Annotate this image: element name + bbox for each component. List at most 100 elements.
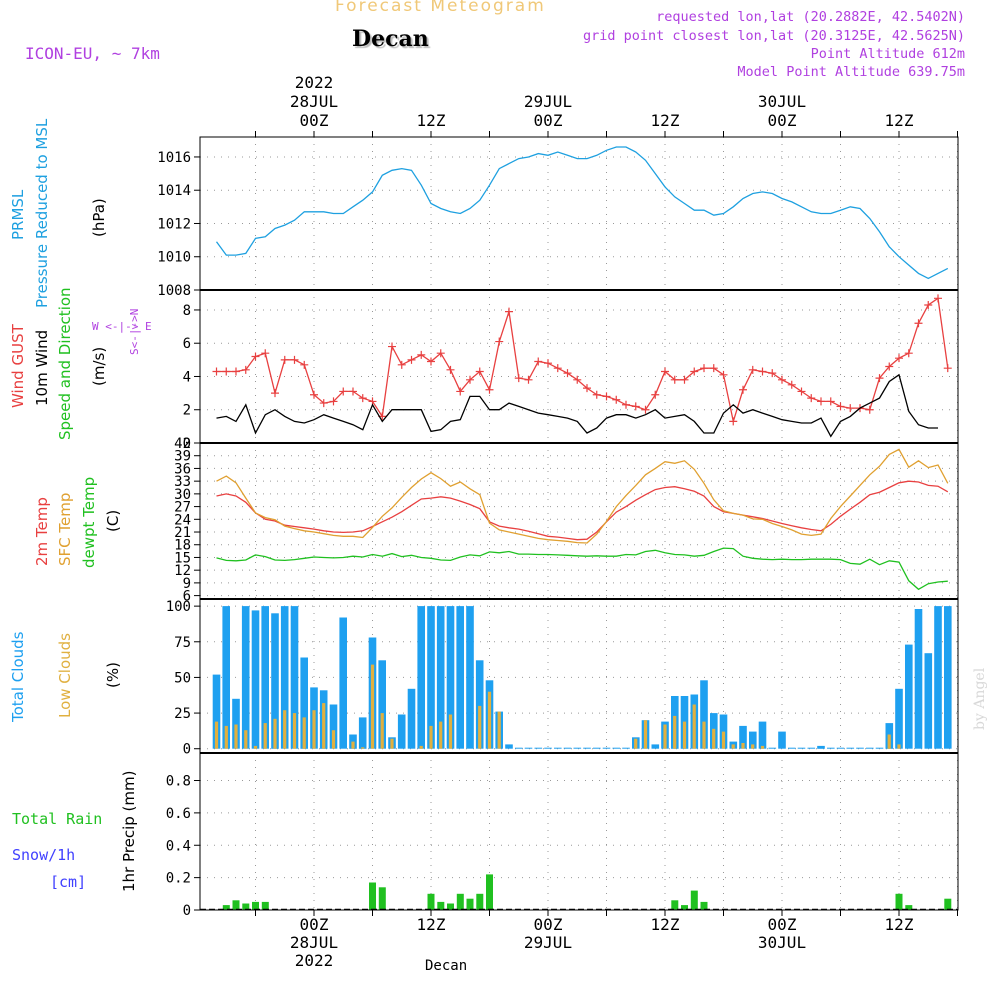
total-clouds-bar [407, 688, 416, 749]
gust-point [466, 375, 474, 384]
total-clouds-bar [924, 653, 933, 749]
y-tick-label: 21 [174, 525, 191, 541]
gust-point [544, 359, 552, 368]
gust-point [797, 387, 806, 396]
gust-point [904, 349, 913, 358]
gust-point [602, 392, 611, 401]
total-clouds-bar [290, 606, 299, 749]
gust-point [212, 367, 221, 376]
gust-point [280, 355, 289, 364]
total-clouds-bar [944, 606, 952, 749]
axes: 1008101010121014101602468691215182124273… [157, 73, 959, 970]
total-clouds-bar [397, 714, 406, 749]
rain-bar [378, 887, 386, 910]
y-tick-label: 25 [174, 706, 191, 722]
gust-point [631, 402, 640, 411]
gust-point [729, 417, 738, 426]
gust-point [553, 364, 562, 373]
x-label-bottom: 00Z [300, 915, 329, 934]
rain-bar [252, 901, 259, 910]
gust-point [534, 357, 543, 366]
low-clouds-bar [244, 730, 248, 749]
low-clouds-bar [643, 720, 648, 749]
y-tick-label: 1010 [157, 250, 191, 266]
low-clouds-bar [292, 713, 297, 749]
y-tick-label: 6 [183, 336, 191, 352]
gust-point [475, 367, 484, 376]
y-tick-label: 36 [174, 461, 191, 477]
temp-dewpt-label: dewpt Temp [80, 476, 98, 568]
y-tick-label: 0 [183, 903, 191, 919]
y-tick-label: 2 [183, 403, 191, 419]
total-clouds-bar [261, 606, 269, 749]
x-label-top: 12Z [885, 111, 914, 130]
gust-point [505, 307, 513, 316]
rain-bar [671, 900, 679, 910]
wind-series [216, 373, 938, 438]
total-clouds-bar [593, 747, 601, 749]
gust-point [846, 404, 855, 413]
low-clouds-bar [692, 704, 696, 749]
gust-point [690, 367, 699, 376]
requested-point: requested lon,lat (20.2882E, 42.5402N) [656, 9, 965, 25]
low-clouds-bar [712, 728, 716, 749]
rain-bar [232, 900, 240, 910]
low-clouds-bar [380, 713, 384, 749]
gust-point [417, 350, 426, 359]
low-clouds-bar [390, 738, 394, 749]
rain-bar [476, 893, 484, 910]
low-clouds-bar [224, 725, 228, 749]
total-clouds-bar [475, 660, 484, 749]
total-clouds-bar [563, 747, 572, 749]
temp-sfc-series [216, 448, 949, 544]
gust-point [446, 365, 455, 374]
low-clouds-bar [351, 741, 355, 749]
low-clouds-bar [760, 745, 765, 749]
temp-dewpt-line [216, 547, 948, 591]
y-tick-label: 0.2 [166, 871, 191, 887]
total-clouds-bar [329, 704, 338, 749]
precip-unit: 1hr Precip (mm) [120, 770, 138, 892]
low-clouds-bar [253, 745, 258, 749]
gust-point [592, 390, 601, 399]
x-label-bottom: 2022 [295, 951, 334, 970]
data-marks [212, 146, 952, 910]
total-clouds-bar [651, 744, 660, 749]
x-label-top: 00Z [300, 111, 329, 130]
low-clouds-bar [741, 743, 745, 749]
total-clouds-bar [436, 606, 445, 749]
gust-point [817, 397, 825, 406]
low-clouds-bar [448, 714, 453, 749]
y-tick-label: 0 [183, 436, 191, 452]
y-tick-label: 4 [183, 369, 191, 385]
total-clouds-bar [807, 747, 816, 749]
pressure-label-msl: Pressure Reduced to MSL [33, 118, 51, 308]
total-clouds-bar [515, 747, 523, 749]
total-clouds-bar [456, 606, 464, 749]
gust-point [661, 367, 669, 376]
total-clouds-bar [271, 613, 279, 749]
low-clouds-bar [439, 721, 443, 749]
gust-point [670, 375, 679, 384]
total-clouds-bar [417, 606, 425, 749]
low-clouds-bar [702, 721, 706, 749]
gust-point [651, 390, 660, 399]
temp-unit: (C) [104, 509, 122, 532]
x-label-bottom: 12Z [417, 915, 446, 934]
x-label-bottom: 12Z [651, 915, 680, 934]
y-tick-label: 30 [174, 487, 191, 503]
gust-point [329, 397, 338, 406]
total-clouds-bar [856, 747, 864, 749]
grid-point: grid point closest lon,lat (20.3125E, 42… [582, 28, 965, 44]
low-clouds-bar [673, 715, 677, 749]
total-clouds-bar [934, 606, 942, 749]
total-clouds-bar [778, 731, 786, 749]
temp-2m-label: 2m Temp [33, 497, 51, 566]
y-tick-label: 0.4 [166, 838, 191, 854]
low-clouds-bar [887, 734, 891, 749]
gust-point [778, 375, 786, 384]
total-clouds-bar [749, 731, 757, 749]
y-tick-label: 1008 [157, 283, 191, 299]
gust-point [875, 374, 884, 383]
gust-point [358, 394, 367, 403]
